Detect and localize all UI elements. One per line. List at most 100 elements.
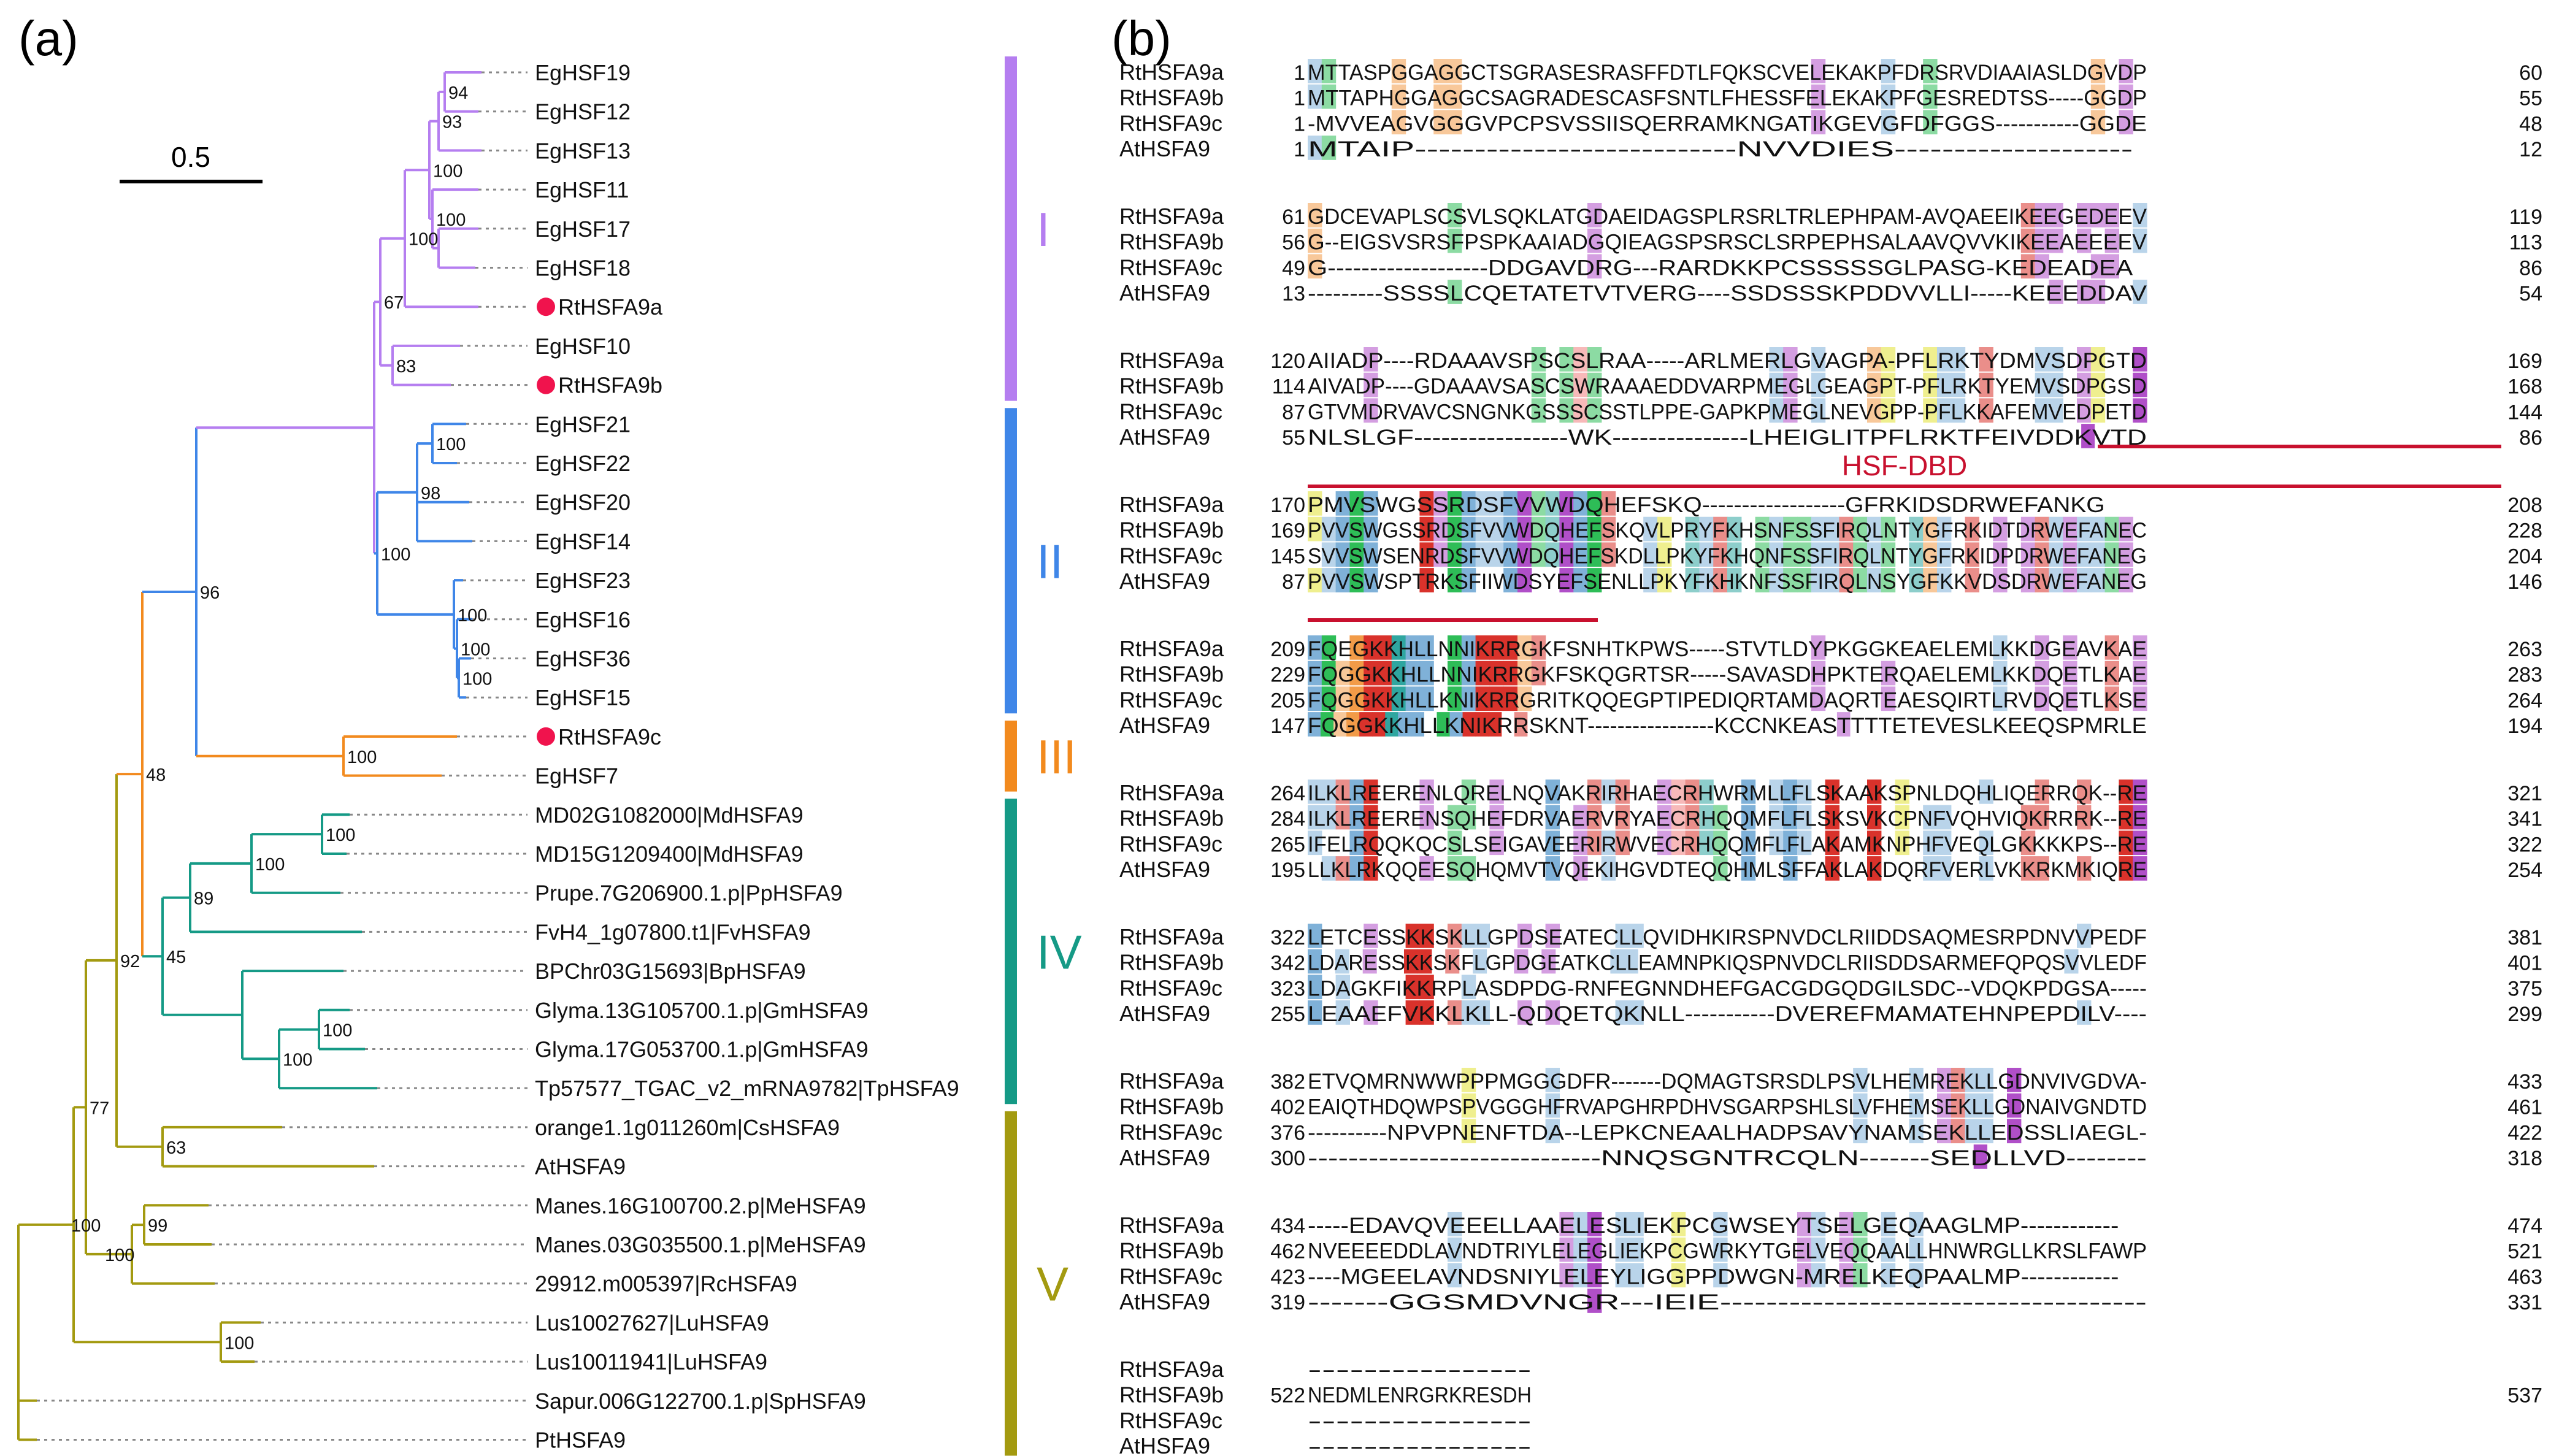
residue-highlight xyxy=(1587,805,1602,830)
residue-highlight xyxy=(1391,635,1406,660)
residue-highlight xyxy=(2119,84,2133,109)
residue-highlight xyxy=(2049,280,2063,304)
residue-highlight xyxy=(1372,712,1386,737)
residue-highlight xyxy=(2081,424,2095,448)
residue-highlight xyxy=(1489,491,1504,516)
residue-highlight xyxy=(2090,542,2106,567)
residue-highlight xyxy=(1587,542,1602,567)
residue-highlight xyxy=(1867,542,1882,567)
aligned-sequence: ---------------- xyxy=(1308,1435,1532,1456)
residue-highlight xyxy=(1839,1263,1854,1288)
residue-highlight xyxy=(1517,491,1532,516)
residue-highlight xyxy=(1321,59,1337,83)
residue-highlight xyxy=(1895,805,1909,830)
residue-highlight xyxy=(1881,1237,1896,1262)
residue-highlight xyxy=(1783,780,1798,804)
residue-highlight xyxy=(1993,686,2008,711)
residue-highlight xyxy=(1448,1237,1462,1262)
residue-highlight xyxy=(2133,398,2147,423)
start-position: 87 xyxy=(1282,400,1305,424)
residue-highlight xyxy=(1909,1068,1924,1092)
residue-highlight xyxy=(1629,1000,1644,1025)
end-position: 204 xyxy=(2507,545,2542,568)
residue-highlight xyxy=(1769,372,1784,397)
residue-highlight xyxy=(1973,1144,1988,1169)
residue-highlight xyxy=(2049,347,2063,372)
residue-highlight xyxy=(1448,805,1462,830)
start-position: 382 xyxy=(1270,1070,1305,1094)
residue-highlight xyxy=(1364,1000,1378,1025)
sequence-name: RtHSFA9b xyxy=(1119,229,1224,255)
residue-highlight xyxy=(1713,568,1728,592)
residue-highlight xyxy=(1993,542,2008,567)
residue-highlight xyxy=(2049,568,2063,592)
residue-highlight xyxy=(1825,856,1839,881)
residue-highlight xyxy=(1531,491,1546,516)
residue-highlight xyxy=(1308,228,1322,253)
residue-highlight xyxy=(1398,712,1411,737)
residue-highlight xyxy=(1308,805,1322,830)
residue-highlight xyxy=(1321,635,1337,660)
sequence-name: RtHSFA9a xyxy=(1119,1357,1224,1382)
highlight-dot-icon xyxy=(537,297,555,316)
residue-highlight xyxy=(1448,1212,1462,1236)
residue-highlight xyxy=(1349,686,1364,711)
residue-highlight xyxy=(1531,542,1546,567)
residue-highlight xyxy=(1797,516,1812,542)
leaf-label: Glyma.13G105700.1.p|GmHSFA9 xyxy=(535,998,869,1023)
residue-highlight xyxy=(1881,542,1896,567)
residue-highlight xyxy=(1437,712,1451,737)
residue-highlight xyxy=(2035,856,2049,881)
residue-highlight xyxy=(1364,805,1378,830)
residue-highlight xyxy=(1308,136,1322,160)
residue-highlight xyxy=(2119,59,2133,83)
residue-highlight xyxy=(2020,203,2036,228)
leaf-label: EgHSF18 xyxy=(535,256,631,281)
residue-highlight xyxy=(1811,661,1826,686)
residue-highlight xyxy=(2133,372,2147,397)
residue-highlight xyxy=(1713,1212,1728,1236)
residue-highlight xyxy=(1825,830,1839,856)
residue-highlight xyxy=(1541,949,1556,974)
residue-highlight xyxy=(1489,830,1504,856)
residue-highlight xyxy=(1308,568,1322,592)
residue-highlight xyxy=(1321,780,1337,804)
residue-highlight xyxy=(1364,635,1378,660)
residue-highlight xyxy=(2119,856,2133,881)
residue-highlight xyxy=(2104,203,2119,228)
residue-highlight xyxy=(1461,491,1476,516)
residue-highlight xyxy=(1445,949,1460,974)
residue-highlight xyxy=(1335,661,1350,686)
residue-highlight xyxy=(1433,59,1448,83)
residue-highlight xyxy=(2104,661,2119,686)
residue-highlight xyxy=(1629,1237,1644,1262)
residue-highlight xyxy=(1979,856,1993,881)
residue-highlight xyxy=(1685,805,1700,830)
residue-highlight xyxy=(1419,1000,1434,1025)
end-position: 299 xyxy=(2507,1003,2542,1026)
residue-highlight xyxy=(1755,542,1770,567)
residue-highlight xyxy=(2035,635,2049,660)
end-position: 322 xyxy=(2507,833,2542,856)
residue-highlight xyxy=(1881,516,1896,542)
start-position: 147 xyxy=(1270,715,1305,738)
residue-highlight xyxy=(1411,712,1425,737)
residue-highlight xyxy=(1615,1263,1630,1288)
residue-highlight xyxy=(2020,228,2036,253)
residue-highlight xyxy=(1685,568,1700,592)
residue-highlight xyxy=(1951,1093,1966,1118)
residue-highlight xyxy=(2020,830,2036,856)
clade-label: IV xyxy=(1037,925,1082,979)
residue-highlight xyxy=(1489,661,1504,686)
leaf-label: EgHSF22 xyxy=(535,451,631,476)
aligned-sequence: ILKLREERENLQRELNQVAKRIRHAECRHWRMLLFLSKAA… xyxy=(1308,781,2147,805)
residue-highlight xyxy=(1461,1000,1476,1025)
residue-highlight xyxy=(1433,516,1448,542)
bootstrap-value: 100 xyxy=(436,210,466,230)
residue-highlight xyxy=(2063,542,2077,567)
residue-highlight xyxy=(1811,372,1826,397)
residue-highlight xyxy=(1503,661,1518,686)
sequence-name: RtHSFA9b xyxy=(1119,806,1224,831)
residue-highlight xyxy=(1783,805,1798,830)
bootstrap-value: 100 xyxy=(224,1333,254,1353)
